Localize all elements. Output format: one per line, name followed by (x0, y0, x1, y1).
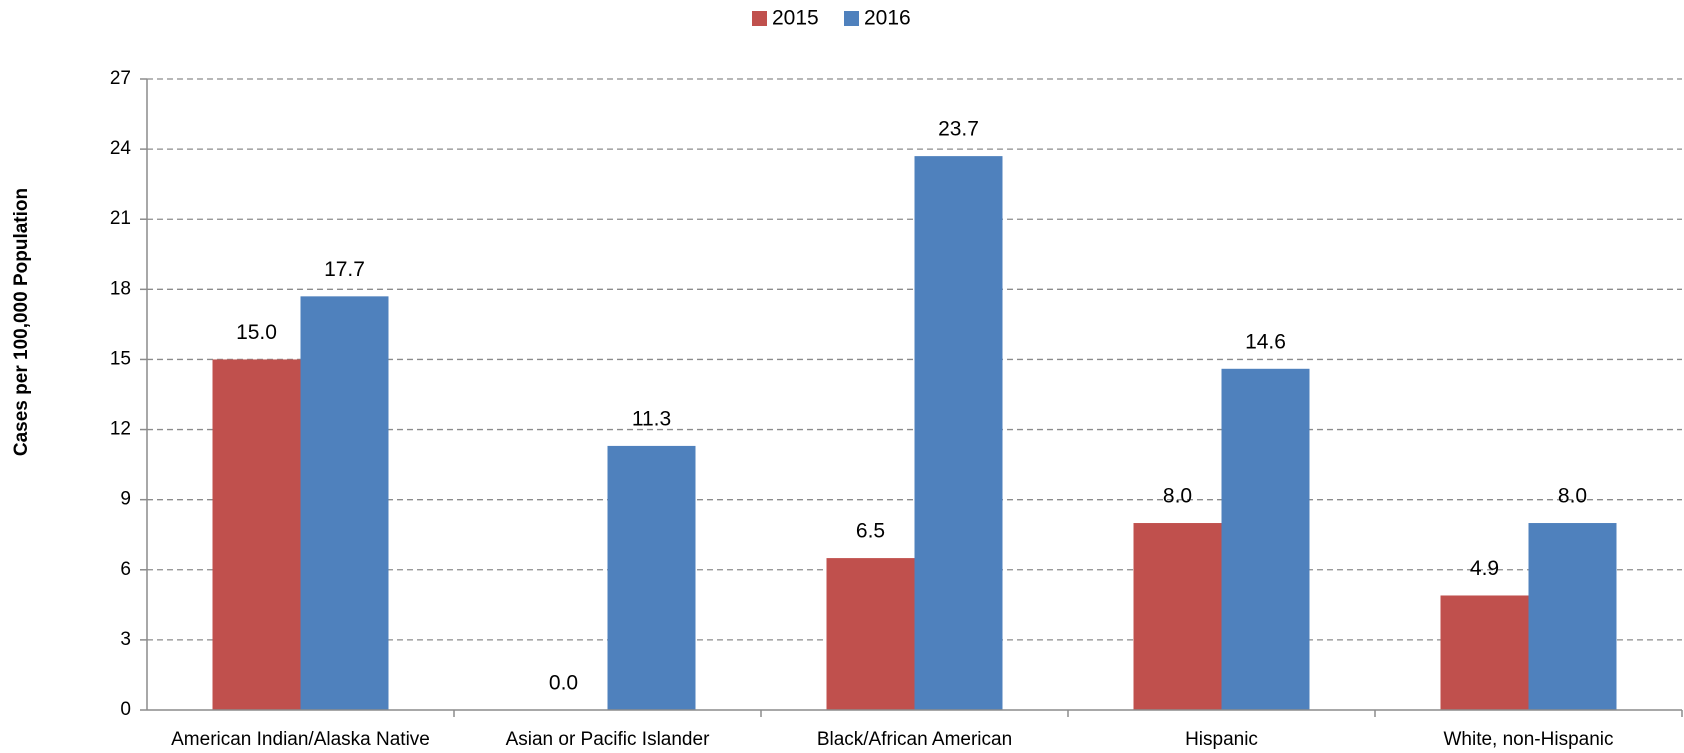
x-tick-label: Black/African American (817, 729, 1012, 750)
y-tick-label: 9 (120, 489, 131, 510)
legend-label: 2015 (772, 7, 819, 30)
bar (1221, 368, 1310, 710)
x-tick-label: White, non-Hispanic (1443, 729, 1613, 750)
y-tick-label: 27 (110, 68, 131, 89)
legend-swatch (844, 11, 859, 26)
value-label: 0.0 (549, 672, 578, 695)
y-tick-label: 18 (110, 278, 131, 299)
legend-label: 2016 (864, 7, 911, 30)
x-tick-label: Hispanic (1185, 729, 1258, 750)
bar (1133, 523, 1222, 710)
value-label: 8.0 (1558, 485, 1587, 508)
bar (826, 558, 915, 710)
y-tick-label: 0 (120, 699, 131, 720)
bar (212, 359, 301, 710)
legend-swatch (752, 11, 767, 26)
value-label: 23.7 (938, 118, 979, 141)
value-label: 15.0 (236, 321, 277, 344)
value-label: 6.5 (856, 520, 885, 543)
bar (1528, 523, 1617, 710)
x-tick-label: Asian or Pacific Islander (506, 729, 710, 750)
y-tick-label: 24 (110, 138, 132, 159)
y-tick-label: 12 (110, 419, 131, 440)
bar (300, 296, 389, 710)
bar (607, 445, 696, 710)
y-tick-label: 15 (110, 348, 131, 369)
bar (914, 156, 1003, 711)
y-tick-label: 3 (120, 629, 131, 650)
value-label: 14.6 (1245, 330, 1286, 353)
y-tick-label: 6 (120, 559, 131, 580)
x-tick-label: American Indian/Alaska Native (171, 729, 430, 750)
bar (1440, 595, 1529, 710)
value-label: 4.9 (1470, 557, 1499, 580)
y-axis-title: Cases per 100,000 Population (11, 188, 32, 456)
value-label: 11.3 (632, 407, 671, 430)
value-label: 17.7 (324, 258, 365, 281)
y-tick-label: 21 (110, 208, 131, 229)
value-label: 8.0 (1163, 485, 1192, 508)
